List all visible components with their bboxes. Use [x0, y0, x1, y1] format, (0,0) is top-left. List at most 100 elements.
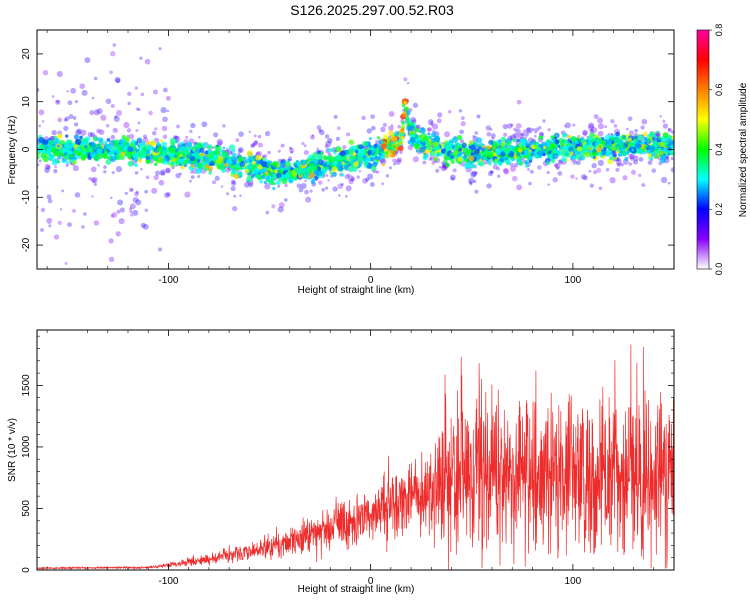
spectrogram-point [237, 155, 244, 163]
spectrogram-point [150, 140, 157, 147]
spectrogram-point [93, 109, 100, 116]
spectrogram-point [132, 145, 137, 150]
spectrogram-point [485, 125, 492, 131]
spectrogram-point [610, 136, 615, 141]
spectrogram-point [317, 150, 322, 155]
spectrogram-point [200, 152, 204, 157]
spectrogram-point [44, 163, 51, 170]
spectrogram-point [234, 164, 238, 168]
spectrogram-point [284, 183, 288, 188]
spectrogram-point [610, 132, 614, 136]
spectrogram-point [90, 142, 97, 149]
spectrogram-point [600, 149, 607, 156]
spectrogram-point [547, 128, 551, 132]
spectrogram-point [115, 231, 121, 237]
spectrogram-point [252, 158, 256, 162]
spectrogram-point [338, 194, 341, 197]
spectrogram-point [649, 145, 656, 152]
spectrogram-point [670, 167, 674, 173]
colorbar-tick-label: 0.4 [714, 143, 724, 156]
spectrogram-point [572, 160, 577, 165]
spectrogram-point [144, 208, 148, 212]
spectrogram-point [113, 142, 118, 147]
x-tick-label: -100 [158, 576, 178, 587]
spectrogram-point [551, 159, 556, 164]
spectrogram-point [67, 100, 73, 106]
spectrogram-point [145, 155, 150, 160]
spectrogram-point [325, 161, 330, 166]
spectrogram-point [169, 137, 176, 144]
spectrogram-point [285, 167, 288, 171]
spectrogram-point [79, 135, 83, 140]
spectrogram-point [582, 175, 588, 181]
spectrogram-point [290, 150, 294, 154]
spectrogram-point [651, 168, 657, 173]
spectrogram-point [248, 130, 251, 134]
spectrogram-point [611, 140, 615, 144]
spectrogram-point [302, 174, 306, 179]
spectrogram-point [81, 139, 88, 145]
spectrogram-point [213, 132, 219, 138]
spectrogram-point [233, 194, 237, 198]
spectrogram-point [472, 135, 476, 138]
spectrogram-point [597, 123, 604, 130]
spectrogram-point [116, 109, 123, 116]
spectrogram-point [97, 163, 100, 167]
spectrogram-point [316, 147, 320, 151]
spectrogram-point [162, 134, 168, 139]
spectrogram-point [622, 135, 626, 139]
spectrogram-point [176, 124, 180, 129]
spectrogram-point [517, 132, 524, 139]
spectrogram-point [662, 132, 669, 139]
spectrogram-point [627, 116, 633, 122]
spectrogram-point [350, 164, 355, 168]
spectrogram-point [597, 130, 604, 137]
x-tick-label: -100 [158, 275, 178, 286]
spectrogram-point [495, 150, 501, 156]
spectrogram-point [125, 136, 130, 142]
spectrogram-point [318, 129, 325, 136]
spectrogram-point [225, 147, 230, 152]
spectrogram-point [432, 129, 435, 133]
spectrogram-point [127, 91, 132, 97]
spectrogram-point [422, 160, 427, 165]
spectrogram-point [478, 160, 485, 167]
spectrogram-point [374, 170, 378, 173]
spectrogram-ylabel: Frequency (Hz) [7, 116, 18, 185]
spectrogram-point [137, 108, 141, 112]
spectrogram-point [114, 115, 118, 119]
spectrogram-point [190, 170, 193, 174]
spectrogram-point [390, 124, 394, 127]
colorbar-tick-label: 0.2 [714, 203, 724, 216]
spectrogram-point [637, 135, 643, 141]
y-tick-label: -20 [21, 237, 32, 252]
spectrogram-point [103, 170, 107, 174]
spectrogram-point [325, 140, 332, 148]
spectrogram-point [304, 189, 309, 195]
spectrogram-point [582, 138, 586, 142]
spectrogram-point [560, 151, 566, 157]
spectrogram-point [531, 127, 536, 132]
spectrogram-point [165, 167, 171, 173]
spectrogram-point [127, 160, 134, 167]
spectrogram-point [376, 170, 380, 174]
spectrogram-point [332, 160, 337, 166]
spectrogram-point [197, 162, 202, 168]
spectrogram-point [312, 158, 319, 165]
spectrogram-point [547, 183, 550, 186]
spectrogram-point [110, 134, 116, 140]
spectrogram-point [47, 198, 53, 204]
spectrogram-point [105, 98, 112, 105]
spectrogram-point [73, 122, 79, 127]
spectrogram-point [64, 144, 70, 150]
spectrogram-point [346, 132, 351, 137]
spectrogram-point [473, 179, 477, 184]
spectrogram-point [166, 192, 171, 197]
spectrogram-point [490, 133, 496, 139]
spectrogram-point [412, 102, 419, 108]
spectrogram-point [253, 168, 260, 174]
spectrogram-point [443, 159, 448, 164]
colorbar-tick-label: 0.8 [714, 24, 724, 37]
spectrogram-point [489, 170, 494, 174]
spectrogram-point [137, 158, 143, 163]
